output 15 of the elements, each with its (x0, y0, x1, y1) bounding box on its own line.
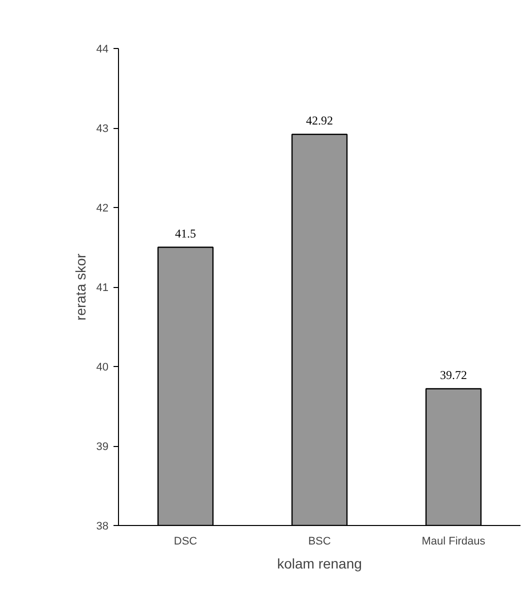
x-tick-label: Maul Firdaus (422, 536, 486, 548)
y-tick-label: 41 (96, 282, 109, 294)
y-axis-title: rerata skor (72, 253, 88, 320)
y-tick-label: 38 (96, 520, 109, 532)
y-tick-label: 39 (96, 441, 109, 453)
data-label: 42.92 (306, 113, 333, 128)
data-label: 39.72 (440, 368, 467, 382)
y-tick-label: 43 (96, 123, 109, 135)
x-axis-title: kolam renang (277, 556, 362, 572)
data-label: 41.5 (175, 226, 196, 240)
x-tick-label: DSC (174, 536, 198, 548)
x-tick-label: BSC (308, 536, 331, 548)
y-tick-label: 42 (96, 202, 109, 214)
y-tick-label: 40 (96, 362, 109, 374)
y-tick-label: 44 (96, 44, 109, 56)
